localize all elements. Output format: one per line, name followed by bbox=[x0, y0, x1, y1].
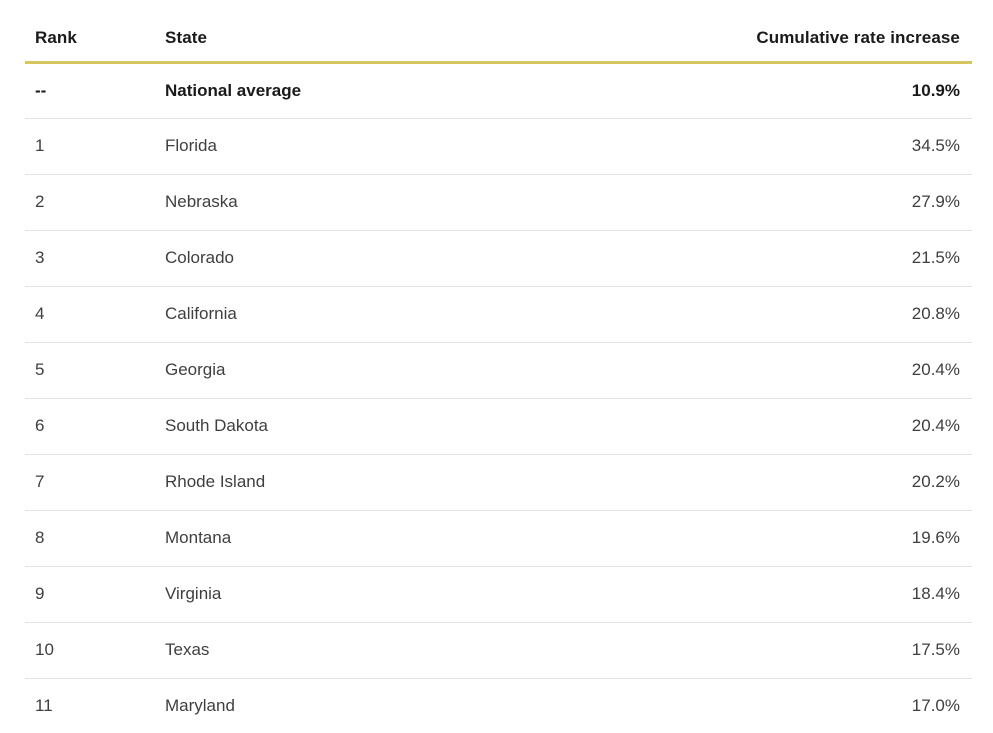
state-cell: Colorado bbox=[155, 230, 685, 287]
state-cell: South Dakota bbox=[155, 398, 685, 455]
state-cell: Montana bbox=[155, 510, 685, 567]
table-row: 6 South Dakota 20.4% bbox=[25, 398, 972, 455]
table-row: 3 Colorado 21.5% bbox=[25, 230, 972, 287]
rate-cell: 20.8% bbox=[685, 286, 972, 343]
rate-cell: 34.5% bbox=[685, 118, 972, 175]
header-cumulative-rate-increase: Cumulative rate increase bbox=[685, 0, 972, 64]
rank-cell: 8 bbox=[25, 510, 155, 567]
state-cell: Florida bbox=[155, 118, 685, 175]
table-row: 2 Nebraska 27.9% bbox=[25, 174, 972, 231]
rate-cell: 17.5% bbox=[685, 622, 972, 679]
rate-cell: 18.4% bbox=[685, 566, 972, 623]
rank-cell: 5 bbox=[25, 342, 155, 399]
table-row: 8 Montana 19.6% bbox=[25, 510, 972, 567]
rank-cell: 1 bbox=[25, 118, 155, 175]
table-row: -- National average 10.9% bbox=[25, 62, 972, 119]
rate-cell: 10.9% bbox=[685, 62, 972, 119]
rank-cell: 2 bbox=[25, 174, 155, 231]
state-cell: Texas bbox=[155, 622, 685, 679]
table-row: 1 Florida 34.5% bbox=[25, 118, 972, 175]
rank-cell: 9 bbox=[25, 566, 155, 623]
table-header: Rank State Cumulative rate increase bbox=[25, 0, 972, 64]
table-body: -- National average 10.9% 1 Florida 34.5% 2 Neb… bbox=[25, 62, 972, 733]
state-cell: Nebraska bbox=[155, 174, 685, 231]
rate-cell: 20.4% bbox=[685, 342, 972, 399]
state-cell: California bbox=[155, 286, 685, 343]
header-rank: Rank bbox=[25, 0, 155, 64]
state-cell: Rhode Island bbox=[155, 454, 685, 511]
rate-increase-table-container: Rank State Cumulative rate increase -- Na… bbox=[25, 0, 972, 733]
table-row: 7 Rhode Island 20.2% bbox=[25, 454, 972, 511]
table-row: 5 Georgia 20.4% bbox=[25, 342, 972, 399]
header-state: State bbox=[155, 0, 685, 64]
rate-cell: 19.6% bbox=[685, 510, 972, 567]
state-cell: Georgia bbox=[155, 342, 685, 399]
table-row: 4 California 20.8% bbox=[25, 286, 972, 343]
table-row: 9 Virginia 18.4% bbox=[25, 566, 972, 623]
rate-cell: 20.2% bbox=[685, 454, 972, 511]
state-cell: National average bbox=[155, 62, 685, 119]
rank-cell: 6 bbox=[25, 398, 155, 455]
header-row: Rank State Cumulative rate increase bbox=[25, 0, 972, 64]
rate-cell: 21.5% bbox=[685, 230, 972, 287]
table-row: 10 Texas 17.5% bbox=[25, 622, 972, 679]
rank-cell: 7 bbox=[25, 454, 155, 511]
table-row: 11 Maryland 17.0% bbox=[25, 678, 972, 733]
rate-cell: 17.0% bbox=[685, 678, 972, 733]
rate-cell: 20.4% bbox=[685, 398, 972, 455]
rank-cell: 3 bbox=[25, 230, 155, 287]
rate-increase-table: Rank State Cumulative rate increase -- Na… bbox=[25, 0, 972, 733]
rank-cell: 4 bbox=[25, 286, 155, 343]
state-cell: Maryland bbox=[155, 678, 685, 733]
rank-cell: 11 bbox=[25, 678, 155, 733]
rank-cell: 10 bbox=[25, 622, 155, 679]
state-cell: Virginia bbox=[155, 566, 685, 623]
rank-cell: -- bbox=[25, 62, 155, 119]
rate-cell: 27.9% bbox=[685, 174, 972, 231]
